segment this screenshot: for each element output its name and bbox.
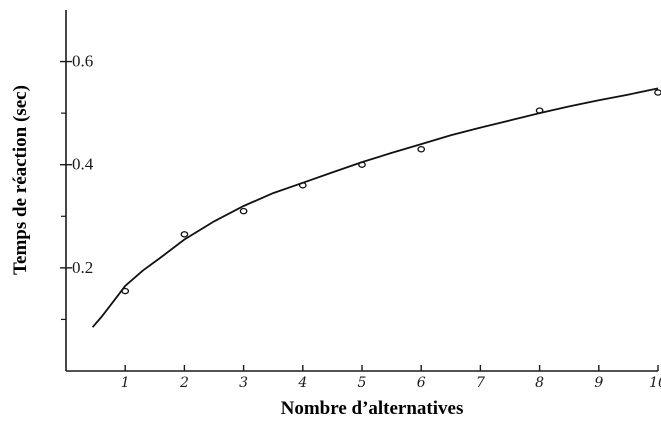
x-tick-label-7: 8	[535, 375, 544, 391]
x-tick-label-5: 6	[417, 375, 426, 391]
x-tick-label-4: 5	[358, 375, 367, 391]
x-axis-title: Nombre d’alternatives	[281, 398, 464, 419]
x-ticks: 1 2 3 4 5 6 7 8 9 10	[121, 365, 661, 391]
data-point-2	[239, 207, 248, 215]
data-points	[121, 89, 661, 295]
x-tick-label-9: 10	[649, 375, 661, 391]
x-tick-label-8: 9	[594, 375, 603, 391]
y-axis-title: Temps de réaction (sec)	[10, 85, 31, 275]
data-point-1	[180, 231, 189, 238]
y-tick-label-1: 0.4	[72, 155, 94, 174]
y-tick-label-2: 0.6	[72, 52, 93, 71]
data-point-3	[298, 182, 307, 189]
y-ticks: 0.2 0.4 0.6	[60, 52, 94, 321]
data-point-0	[121, 287, 130, 295]
y-tick-label-0: 0.2	[72, 258, 93, 277]
data-point-4	[358, 161, 366, 168]
x-tick-label-6: 7	[476, 375, 485, 391]
x-tick-label-0: 1	[121, 375, 130, 391]
data-point-7	[654, 89, 661, 96]
x-tick-label-1: 2	[179, 375, 189, 391]
x-tick-label-2: 3	[239, 375, 248, 391]
data-point-5	[417, 145, 426, 153]
x-tick-label-3: 4	[297, 375, 307, 391]
fit-curve	[91, 87, 659, 328]
data-point-6	[535, 107, 544, 114]
